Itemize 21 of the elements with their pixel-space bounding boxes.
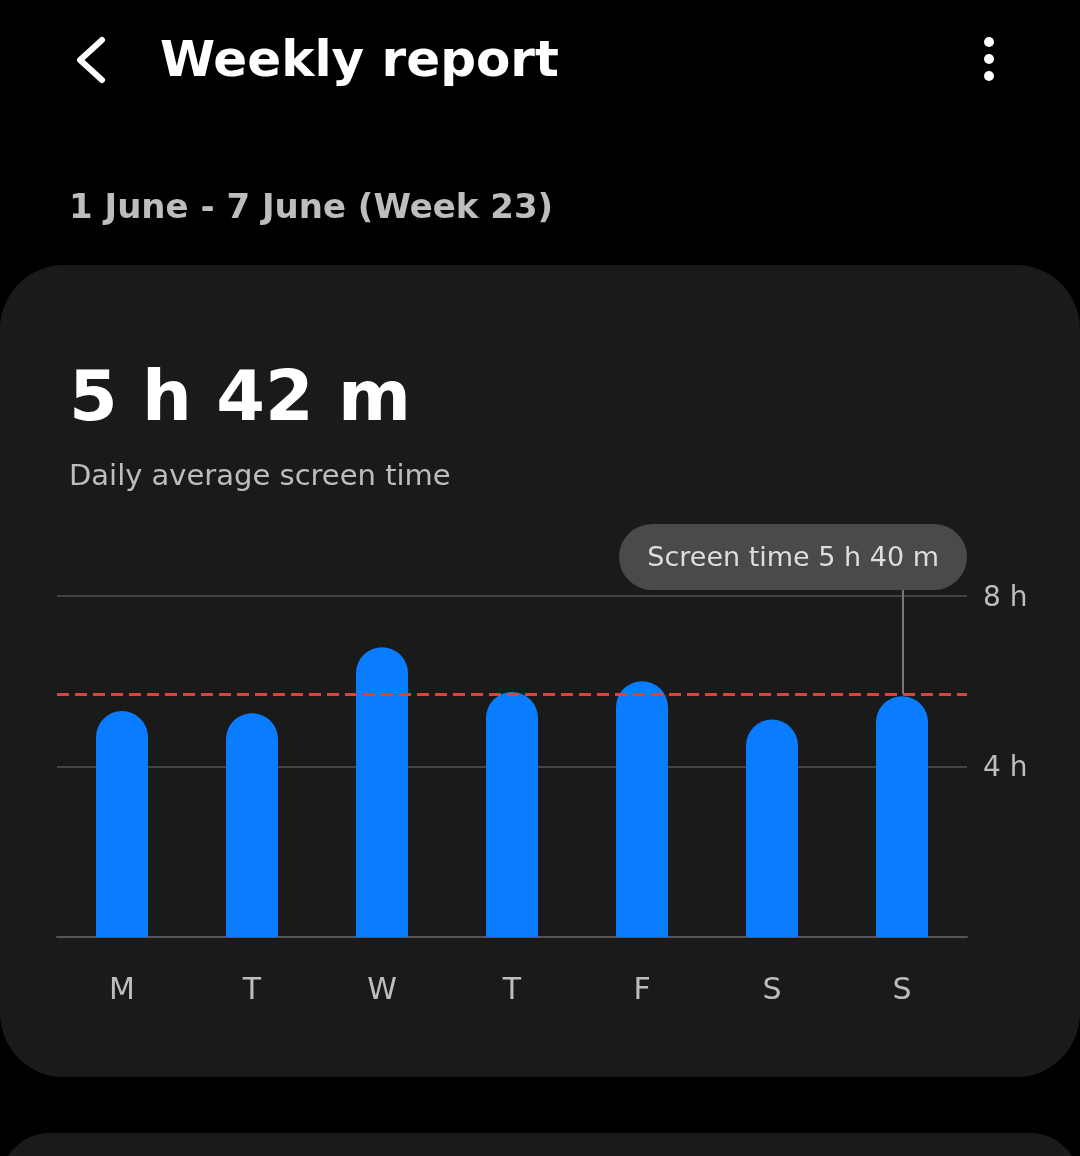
x-tick-label: F (633, 970, 651, 1006)
x-tick-label: T (241, 970, 262, 1006)
x-tick-label: S (762, 970, 782, 1006)
bar (616, 681, 668, 937)
x-tick-label: T (501, 970, 522, 1006)
bar (96, 711, 148, 937)
chart-title: Weekly report (160, 30, 559, 88)
y-tick-label: 8 h (983, 579, 1028, 613)
chart-subtitle: 1 June - 7 June (Week 23) (69, 186, 554, 226)
bar (746, 719, 798, 937)
text: Screen time 5 h 40 m (619, 524, 967, 590)
x-tick-label: W (367, 970, 397, 1006)
bar (486, 691, 538, 937)
x-tick-label: M (109, 970, 135, 1006)
y-tick-label: 4 h (983, 750, 1028, 783)
text: Daily average screen time (69, 458, 451, 492)
text: 5 h 42 m (69, 355, 412, 437)
bar (356, 647, 408, 937)
bar (226, 713, 278, 937)
bar (876, 696, 928, 937)
x-tick-label: S (892, 970, 912, 1006)
